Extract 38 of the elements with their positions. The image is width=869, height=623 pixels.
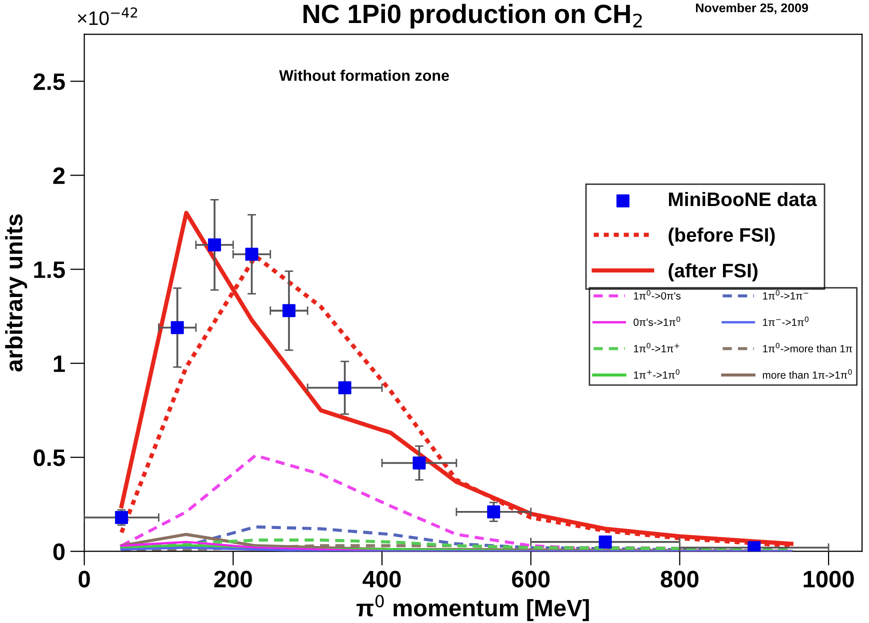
- legend-label: more than 1π->1π$^{0}$: [762, 369, 852, 379]
- y-tick-label: 1.5: [34, 262, 65, 278]
- y-tick-label: 1: [54, 356, 65, 372]
- x-tick-label: 800: [660, 570, 698, 588]
- chart-title: NC 1Pi0 production on CH$_{2}$: [304, 4, 642, 28]
- point: [412, 456, 426, 470]
- text: November 25, 2009: [696, 3, 808, 14]
- point: [282, 304, 296, 318]
- text: ×10$^{−42}$: [78, 7, 138, 26]
- point: [170, 321, 184, 334]
- x-tick-label: 1000: [804, 570, 854, 588]
- x-axis-title: π$^{0}$ momentum [MeV]: [356, 594, 589, 622]
- legend-label: 1π$^{+}$->1π$^{0}$: [634, 369, 680, 379]
- legend-label: (after FSI): [668, 263, 758, 282]
- x-tick-label: 400: [362, 570, 401, 588]
- legend-label: 1π$^{0}$->0π's: [634, 290, 681, 300]
- point: [748, 541, 761, 552]
- point: [487, 505, 500, 518]
- point: [338, 381, 352, 394]
- legend-label: 1π$^{0}$->1π$^{+}$: [634, 342, 680, 352]
- legend-label: (before FSI): [668, 228, 775, 246]
- legend-label: 1π$^{0}$->more than 1π: [763, 342, 852, 352]
- point: [208, 238, 222, 252]
- y-tick-label: 2.5: [34, 73, 65, 90]
- x-tick-label: 200: [214, 570, 252, 588]
- point: [245, 248, 258, 261]
- y-tick-label: 2: [53, 167, 65, 184]
- y-tick-label: 0.5: [34, 449, 65, 466]
- x-tick-label: 0: [78, 570, 90, 588]
- legend-label: MiniBooNE data: [668, 192, 817, 206]
- y-axis-title: arbitrary units: [5, 214, 28, 372]
- legend-label: 1π$^{0}$->1π$^{−}$: [763, 290, 808, 300]
- legend-label: 1π$^{−}$->1π$^{0}$: [763, 316, 809, 326]
- legend-label: 0π's->1π$^{0}$: [634, 316, 680, 326]
- annotation: Without formation zone: [279, 70, 449, 81]
- x-tick-label: 600: [512, 570, 550, 588]
- point: [598, 535, 612, 548]
- y-tick-label: 0: [53, 543, 65, 560]
